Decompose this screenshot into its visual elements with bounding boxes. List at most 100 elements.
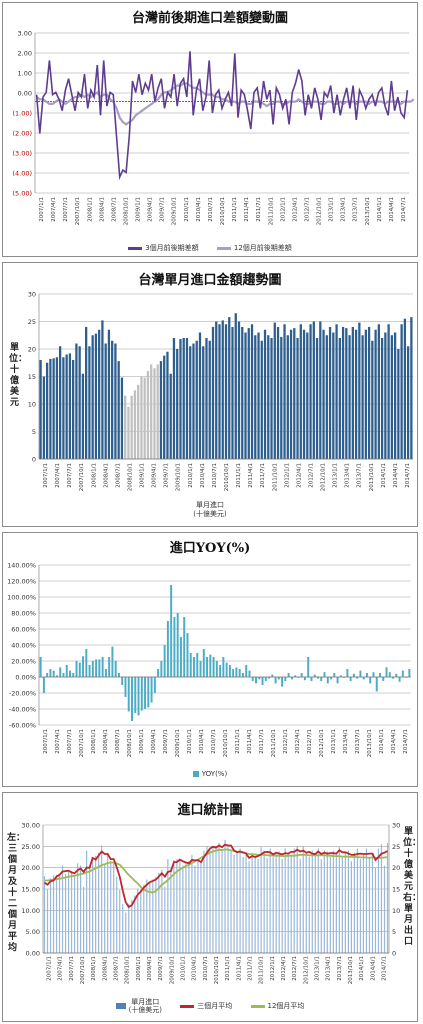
bar	[225, 662, 228, 677]
bar	[91, 335, 94, 459]
bar	[275, 852, 277, 953]
bar	[124, 677, 127, 697]
bar	[281, 677, 284, 687]
x-tick-label: 2008/4/1	[103, 729, 109, 754]
bar	[130, 395, 133, 459]
legend: 3個月前後期差額 12個月前後期差額	[3, 243, 417, 253]
bar	[349, 677, 352, 681]
bar	[398, 677, 401, 682]
x-tick-label: 2013/4/1	[345, 463, 351, 488]
bar	[70, 871, 73, 953]
bar	[308, 857, 310, 953]
bar	[159, 361, 163, 459]
bar	[311, 850, 313, 953]
bar	[94, 333, 98, 459]
bar	[98, 852, 100, 953]
bar	[59, 667, 62, 677]
bar	[286, 335, 289, 459]
legend-item: 12個月平均	[250, 1001, 304, 1011]
bar	[179, 339, 182, 459]
x-tick-label: 2013/4/1	[341, 197, 347, 222]
y-axis-label: 單位：十億美元	[9, 343, 28, 408]
x-tick-label: 2012/4/1	[281, 956, 287, 981]
x-tick-label: 2013/1/1	[333, 463, 339, 488]
bar	[137, 889, 139, 953]
bar	[293, 328, 296, 459]
bar	[257, 332, 260, 459]
bar	[152, 879, 154, 953]
bar	[179, 859, 181, 953]
bar	[200, 861, 202, 953]
bar	[283, 324, 286, 459]
bar	[140, 376, 143, 459]
bar	[387, 324, 390, 459]
bar	[147, 677, 150, 708]
bar	[325, 335, 328, 459]
bar	[375, 677, 378, 692]
x-tick-label: 2009/4/1	[151, 729, 157, 754]
bar	[52, 875, 55, 953]
bar	[233, 854, 235, 953]
bar	[211, 327, 215, 459]
bar	[296, 338, 299, 459]
x-tick-label: 2014/1/1	[381, 463, 387, 488]
bar	[296, 846, 298, 953]
bar	[339, 675, 342, 677]
bar	[267, 335, 270, 459]
bar	[111, 340, 114, 459]
bar	[343, 677, 346, 678]
x-tick-label: 2008/1/1	[91, 463, 97, 488]
bar	[98, 659, 101, 677]
x-tick-label: 2012/4/1	[292, 197, 298, 222]
legend-label: 三個月平均	[197, 1002, 233, 1010]
bar	[224, 324, 228, 459]
bar	[329, 857, 331, 953]
x-tick-label: 2011/10/1	[259, 956, 265, 984]
bar	[185, 863, 187, 953]
bar	[196, 653, 199, 677]
bar	[166, 621, 169, 677]
bar	[169, 373, 172, 459]
bar	[377, 324, 380, 459]
bar	[143, 377, 146, 459]
bar	[276, 327, 280, 459]
x-tick-label: 2014/4/1	[370, 956, 376, 981]
bar	[140, 889, 142, 953]
bar	[371, 340, 374, 459]
y-tick-label: (4.00)	[12, 170, 32, 178]
bar	[224, 839, 226, 953]
bar	[222, 657, 225, 677]
x-tick-label: 2012/4/1	[295, 729, 301, 754]
x-tick-label: 2011/7/1	[260, 463, 266, 488]
bar	[234, 313, 237, 459]
bar	[183, 617, 186, 677]
legend-label: 12個月前後期差額	[233, 244, 292, 252]
bar	[163, 645, 166, 677]
x-tick-label: 2012/10/1	[303, 956, 309, 984]
x-tick-label: 2009/7/1	[160, 197, 166, 222]
y-tick-label: -60.00%	[9, 722, 36, 730]
bar	[157, 669, 160, 677]
bar	[182, 338, 185, 459]
x-tick-label: 2012/7/1	[292, 956, 298, 981]
bar	[156, 364, 159, 459]
x-tick-label: 2007/4/1	[51, 197, 57, 222]
bar	[117, 673, 120, 677]
bar	[170, 585, 173, 677]
y-tick-label-right: 30	[392, 822, 400, 830]
x-tick-label: 2012/7/1	[307, 729, 313, 754]
bar	[163, 355, 166, 459]
x-tick-label: 2007/10/1	[79, 729, 85, 757]
x-tick-label: 2010/1/1	[184, 197, 190, 222]
x-tick-label: 2009/1/1	[136, 197, 142, 222]
legend-label: 3個月前後期差額	[145, 244, 199, 252]
bar	[199, 661, 202, 677]
bar	[203, 850, 205, 953]
x-tick-label: 2009/1/1	[136, 956, 142, 981]
y-tick-label: 0	[32, 456, 36, 464]
x-tick-label: 2008/7/1	[115, 463, 121, 488]
x-tick-label: 2007/7/1	[67, 729, 73, 754]
x-tick-label: 2009/10/1	[169, 956, 175, 984]
bar	[269, 848, 271, 953]
x-tick-label: 2010/4/1	[196, 197, 202, 222]
